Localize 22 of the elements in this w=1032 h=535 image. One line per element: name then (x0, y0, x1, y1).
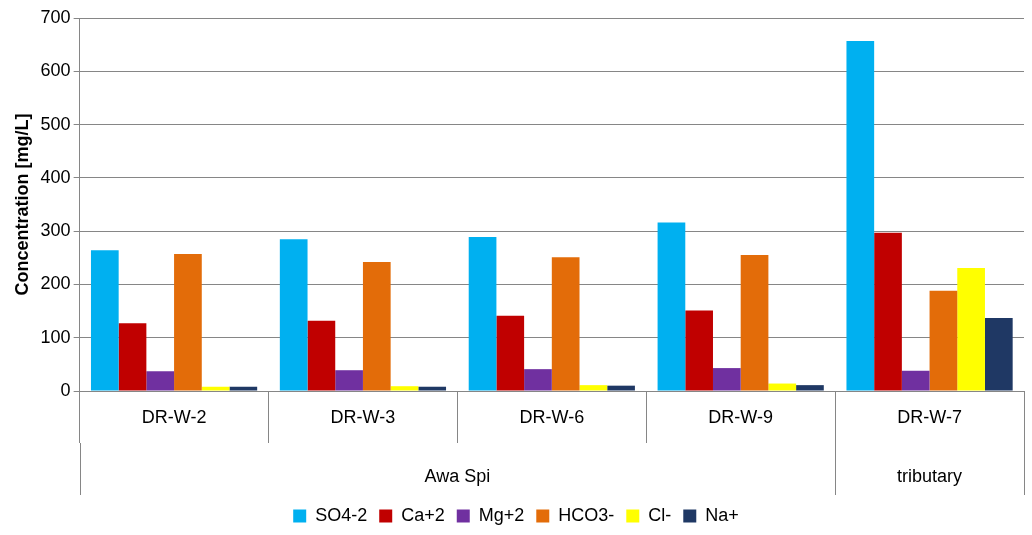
x-tick-label: DR-W-2 (141, 406, 207, 427)
legend-label: HCO3- (558, 504, 615, 525)
text: Awa Spi (423, 465, 492, 487)
y-tick-label: 600 (40, 60, 71, 81)
legend-label: SO4-2 (315, 504, 368, 525)
legend-label: Na+ (705, 504, 739, 525)
y-tick-label: 400 (40, 166, 71, 187)
y-tick-label: 300 (40, 220, 71, 241)
y-axis-title: Concentration [mg/L] (11, 113, 32, 296)
x-tick-label: DR-W-9 (708, 406, 774, 427)
x-tick-label: DR-W-7 (897, 406, 962, 427)
y-tick-label: 100 (40, 326, 71, 347)
x-tick-label: DR-W-3 (330, 406, 396, 427)
y-tick-label: 200 (40, 273, 71, 294)
legend-label: Ca+2 (401, 504, 445, 525)
y-tick-label: 700 (40, 6, 71, 27)
y-tick-label: 500 (40, 113, 71, 134)
x-tick-label: DR-W-6 (519, 406, 585, 427)
y-tick-label: 0 (60, 379, 71, 400)
text: tributary (896, 465, 964, 487)
legend-label: Cl- (648, 504, 672, 525)
legend-label: Mg+2 (478, 504, 525, 525)
